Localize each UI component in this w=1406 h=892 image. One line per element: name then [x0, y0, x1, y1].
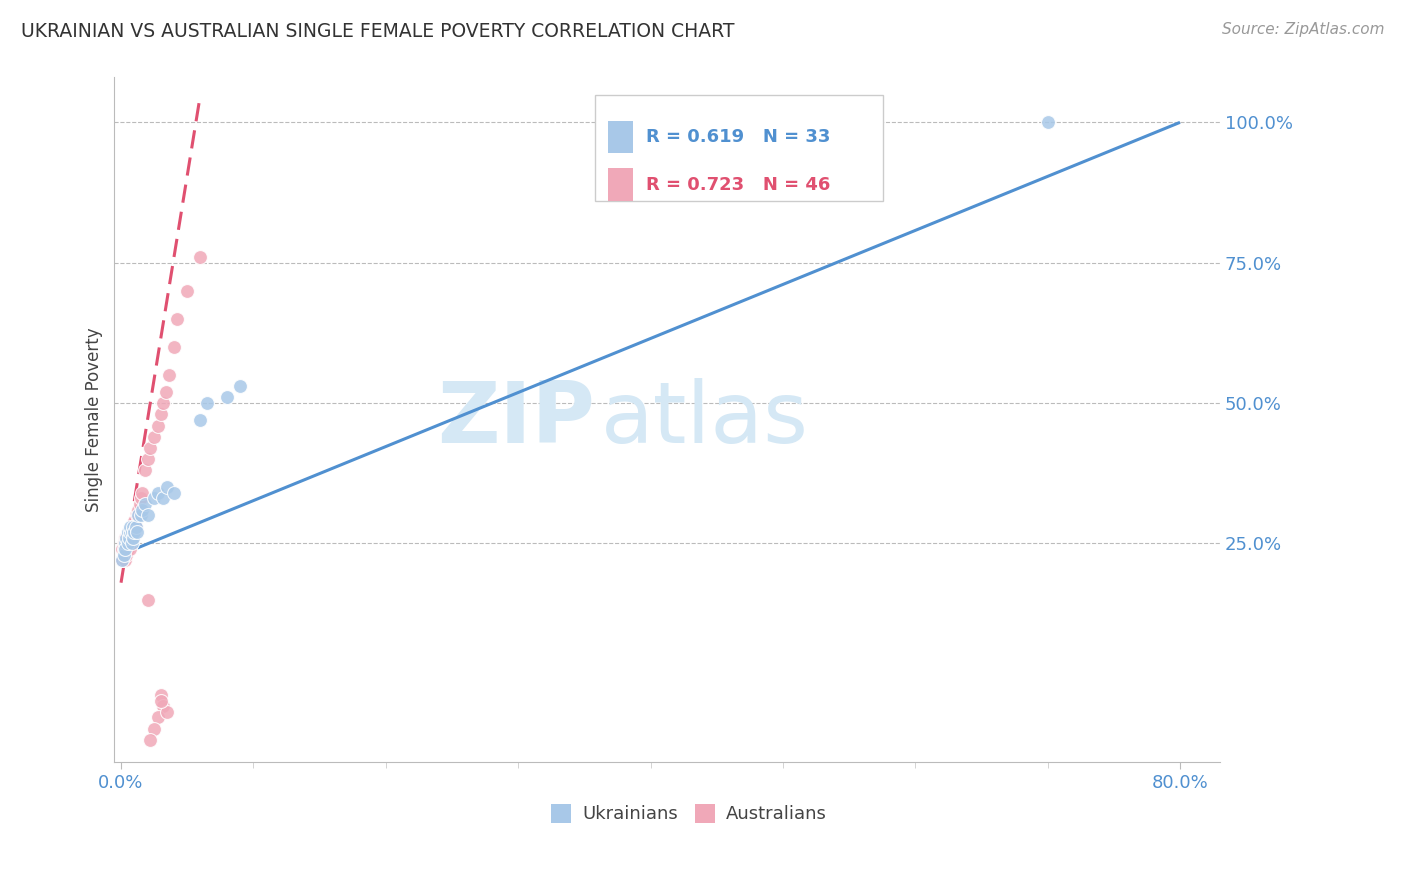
- Text: R = 0.723   N = 46: R = 0.723 N = 46: [647, 176, 831, 194]
- Point: [146, 710, 169, 724]
- Point: [124, 519, 146, 533]
- Point: [131, 502, 153, 516]
- Point: [117, 531, 139, 545]
- Point: [129, 491, 152, 506]
- Point: [114, 553, 136, 567]
- Text: R = 0.619   N = 33: R = 0.619 N = 33: [647, 128, 831, 146]
- Point: [127, 508, 149, 523]
- Point: [143, 722, 166, 736]
- Point: [1036, 115, 1059, 129]
- Point: [125, 508, 148, 523]
- Y-axis label: Single Female Poverty: Single Female Poverty: [86, 327, 103, 512]
- Point: [157, 368, 180, 382]
- Point: [163, 340, 186, 354]
- Point: [190, 250, 212, 264]
- Point: [129, 508, 152, 523]
- Point: [134, 497, 156, 511]
- Point: [127, 502, 149, 516]
- Text: Ukrainians: Ukrainians: [582, 805, 678, 822]
- Point: [117, 525, 139, 540]
- Point: [114, 541, 136, 556]
- Text: Australians: Australians: [725, 805, 827, 822]
- Point: [176, 284, 198, 298]
- Point: [121, 525, 143, 540]
- Point: [156, 705, 179, 719]
- Point: [155, 384, 177, 399]
- Point: [117, 541, 139, 556]
- Point: [120, 531, 142, 545]
- Bar: [695, 804, 714, 823]
- Point: [149, 407, 172, 421]
- Point: [152, 491, 174, 506]
- Point: [111, 553, 134, 567]
- Point: [117, 536, 139, 550]
- Text: atlas: atlas: [600, 378, 808, 461]
- Point: [112, 541, 135, 556]
- Point: [121, 536, 143, 550]
- Point: [122, 525, 145, 540]
- Text: Source: ZipAtlas.com: Source: ZipAtlas.com: [1222, 22, 1385, 37]
- FancyBboxPatch shape: [595, 95, 883, 201]
- Text: ZIP: ZIP: [437, 378, 595, 461]
- Point: [124, 519, 146, 533]
- Point: [128, 497, 150, 511]
- Bar: [609, 120, 633, 153]
- Point: [115, 536, 138, 550]
- Point: [115, 531, 138, 545]
- Point: [149, 688, 172, 702]
- Point: [118, 531, 141, 545]
- Point: [111, 541, 134, 556]
- Point: [111, 553, 134, 567]
- Bar: [551, 804, 571, 823]
- Point: [152, 699, 174, 714]
- Point: [115, 548, 138, 562]
- Point: [122, 514, 145, 528]
- Point: [112, 548, 135, 562]
- Point: [136, 452, 159, 467]
- Point: [114, 541, 136, 556]
- Text: UKRAINIAN VS AUSTRALIAN SINGLE FEMALE POVERTY CORRELATION CHART: UKRAINIAN VS AUSTRALIAN SINGLE FEMALE PO…: [21, 22, 734, 41]
- Point: [122, 519, 145, 533]
- Point: [122, 525, 145, 540]
- Point: [136, 592, 159, 607]
- Point: [149, 693, 172, 707]
- Point: [136, 508, 159, 523]
- Point: [163, 486, 186, 500]
- Point: [143, 491, 166, 506]
- Point: [120, 525, 142, 540]
- Point: [114, 536, 136, 550]
- Point: [121, 525, 143, 540]
- Point: [114, 531, 136, 545]
- Point: [134, 463, 156, 477]
- Point: [146, 486, 169, 500]
- Point: [195, 396, 218, 410]
- Point: [120, 519, 142, 533]
- Point: [190, 413, 212, 427]
- Point: [112, 548, 135, 562]
- Point: [122, 531, 145, 545]
- Point: [125, 525, 148, 540]
- Point: [166, 311, 188, 326]
- Bar: [609, 169, 633, 202]
- Point: [139, 732, 162, 747]
- Point: [118, 525, 141, 540]
- Point: [229, 379, 252, 393]
- Point: [120, 541, 142, 556]
- Point: [215, 391, 238, 405]
- Point: [152, 396, 174, 410]
- Point: [112, 536, 135, 550]
- Point: [131, 486, 153, 500]
- Point: [118, 536, 141, 550]
- Point: [139, 441, 162, 455]
- Point: [156, 480, 179, 494]
- Point: [122, 519, 145, 533]
- Point: [146, 418, 169, 433]
- Point: [143, 430, 166, 444]
